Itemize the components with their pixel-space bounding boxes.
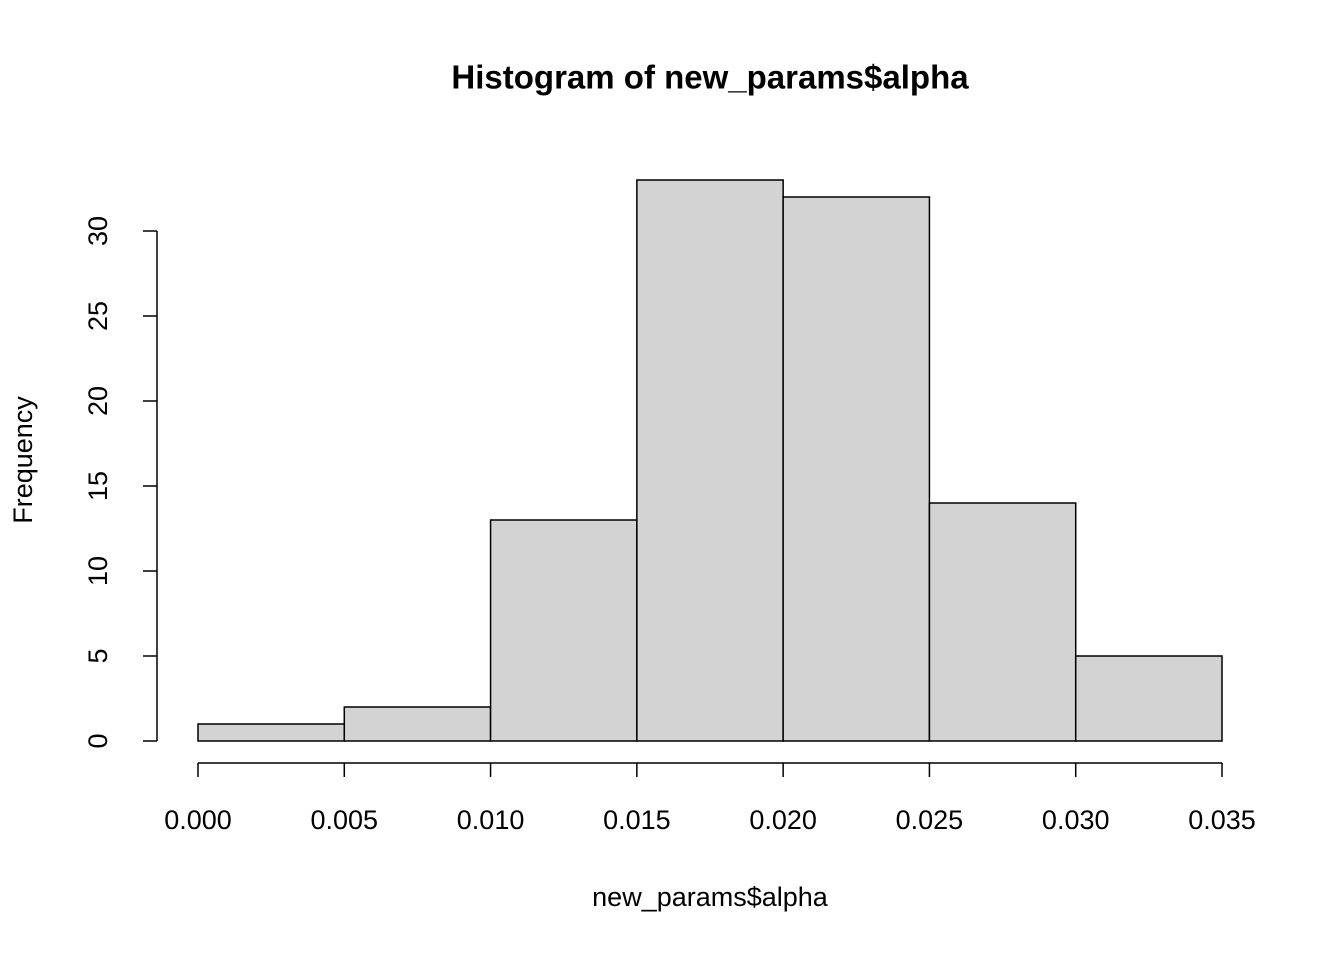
x-tick-label: 0.020 (749, 805, 817, 835)
x-tick-label: 0.015 (603, 805, 671, 835)
chart-title: Histogram of new_params$alpha (451, 59, 969, 96)
y-tick-label: 10 (83, 556, 113, 586)
x-tick-label: 0.035 (1188, 805, 1256, 835)
x-tick-label: 0.005 (310, 805, 378, 835)
y-tick-label: 0 (83, 733, 113, 748)
bar (1074, 655, 1223, 742)
y-tick-label: 25 (83, 301, 113, 331)
y-tick-label: 20 (83, 386, 113, 416)
y-tick-label: 30 (83, 216, 113, 246)
bar (782, 196, 931, 742)
y-tick-label: 5 (83, 648, 113, 663)
y-axis-label: Frequency (8, 396, 38, 524)
x-tick-label: 0.010 (457, 805, 525, 835)
bar (636, 179, 784, 742)
bar (343, 706, 492, 742)
y-tick-label: 15 (83, 471, 113, 501)
x-tick-label: 0.030 (1042, 805, 1110, 835)
x-axis-label: new_params$alpha (592, 882, 829, 912)
x-tick-label: 0.025 (896, 805, 964, 835)
bar (928, 502, 1077, 742)
x-tick-label: 0.000 (164, 805, 232, 835)
bar (197, 723, 346, 742)
bar (489, 519, 638, 742)
